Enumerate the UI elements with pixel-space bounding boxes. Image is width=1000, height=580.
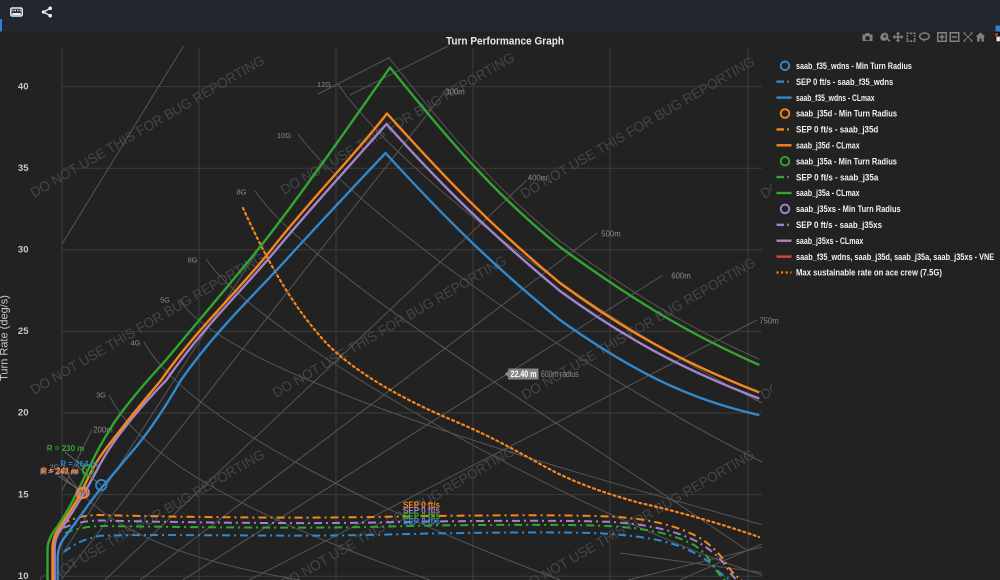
svg-text:SEP 0 ft/s: SEP 0 ft/s [403,506,440,516]
svg-text:12G: 12G [317,80,331,89]
svg-text:8G: 8G [237,188,247,197]
svg-text:saab_f35_wdns, saab_j35d, saab: saab_f35_wdns, saab_j35d, saab_j35a, saa… [796,252,994,262]
svg-text:R = 264 m: R = 264 m [60,459,98,468]
svg-text:4G: 4G [131,339,141,348]
svg-text:22.40 m: 22.40 m [511,369,537,379]
svg-text:200m: 200m [93,426,113,435]
svg-text:2G: 2G [50,463,60,472]
svg-text:750m: 750m [759,317,779,326]
svg-text:35: 35 [18,163,29,174]
svg-text:SEP 0 ft/s - saab_j35xs: SEP 0 ft/s - saab_j35xs [796,220,882,230]
svg-text:SEP 0 ft/s: SEP 0 ft/s [403,500,440,510]
svg-text:10G: 10G [277,131,291,140]
svg-text:SEP 0 ft/s - saab_j35d: SEP 0 ft/s - saab_j35d [796,125,878,135]
svg-text:20: 20 [18,408,29,419]
svg-text:Turn Performance Graph: Turn Performance Graph [446,35,564,47]
svg-text:saab_j35a - CLmax: saab_j35a - CLmax [796,188,860,198]
svg-text:Max sustainable rate on ace cr: Max sustainable rate on ace crew (7.5G) [796,268,942,278]
svg-text:15: 15 [18,489,29,500]
svg-text:saab_j35xs - Min Turn Radius: saab_j35xs - Min Turn Radius [796,204,901,214]
svg-text:30: 30 [18,245,29,256]
svg-text:5G: 5G [160,296,170,305]
svg-text:600m: 600m [671,272,691,281]
svg-text:saab_f35_wdns - CLmax: saab_f35_wdns - CLmax [796,93,875,103]
svg-text:SEP 0 ft/s: SEP 0 ft/s [403,517,440,527]
svg-text:R = 247 m: R = 247 m [40,468,78,477]
svg-text:SEP 0 ft/s - saab_j35a: SEP 0 ft/s - saab_j35a [796,172,879,182]
svg-text:40: 40 [18,81,29,92]
svg-text:saab_j35d - Min Turn Radius: saab_j35d - Min Turn Radius [796,109,897,119]
svg-text:saab_j35xs - CLmax: saab_j35xs - CLmax [796,236,863,246]
svg-text:R = 230 m: R = 230 m [47,444,85,453]
svg-text:300m: 300m [445,88,465,97]
svg-text:600m radius: 600m radius [541,369,579,379]
svg-text:Turn Rate (deg/s): Turn Rate (deg/s) [0,295,11,381]
svg-text:25: 25 [18,326,29,337]
svg-text:6G: 6G [188,256,198,265]
svg-text:saab_f35_wdns - Min Turn Radiu: saab_f35_wdns - Min Turn Radius [796,61,912,71]
svg-text:400m: 400m [528,174,548,183]
svg-text:SEP 0 ft/s: SEP 0 ft/s [403,511,440,521]
svg-text:saab_j35d - CLmax: saab_j35d - CLmax [796,141,860,151]
svg-text:saab_j35a - Min Turn Radius: saab_j35a - Min Turn Radius [796,156,897,166]
svg-text:R = 241 m: R = 241 m [41,467,79,476]
svg-text:SEP 0 ft/s - saab_f35_wdns: SEP 0 ft/s - saab_f35_wdns [796,77,893,87]
svg-text:10: 10 [18,571,29,580]
svg-text:3G: 3G [96,391,106,400]
svg-text:500m: 500m [601,230,621,239]
